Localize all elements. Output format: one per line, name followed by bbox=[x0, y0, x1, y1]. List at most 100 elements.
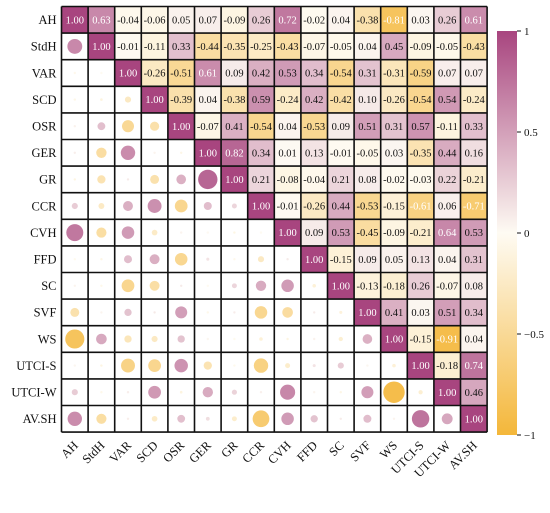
circle-UTCI-S-VAR bbox=[121, 358, 135, 373]
circle-UTCI-W-VAR bbox=[126, 391, 130, 394]
cell-CCR-CVH bbox=[274, 192, 301, 220]
cell-value-StdH-UTCI-W: -0.05 bbox=[436, 42, 458, 53]
circle-UTCI-S-AH bbox=[73, 364, 77, 367]
cell-value-CCR-UTCI-W: 0.06 bbox=[438, 202, 456, 213]
col-label-StdH: StdH bbox=[79, 438, 107, 466]
cell-WS-AV.SH bbox=[460, 325, 488, 353]
matrix-cells: 1.00 0.63 -0.04 -0.06 0.05 0.07 -0.09 0.26 0.72-… bbox=[60, 5, 488, 433]
circle-UTCI-W-UTCI-S bbox=[418, 390, 423, 395]
circle-CCR-VAR bbox=[123, 201, 133, 211]
circle-UTCI-W-SCD bbox=[148, 385, 161, 399]
cell-SCD-UTCI-S bbox=[407, 86, 434, 113]
cell-AH-StdH bbox=[88, 6, 115, 34]
circle-CVH-GER bbox=[206, 231, 209, 234]
cell-value-SCD-AV.SH: -0.24 bbox=[463, 95, 486, 106]
circle-FFD-GR bbox=[233, 258, 236, 261]
cell-value-CCR-FFD: -0.26 bbox=[303, 202, 325, 213]
cell-OSR-UTCI-S bbox=[407, 112, 434, 140]
cell-GR-SC bbox=[327, 166, 355, 193]
colorbar-tick-label: 1 bbox=[524, 26, 530, 38]
cell-value-AH-UTCI-W: 0.26 bbox=[438, 15, 456, 26]
circle-WS-SC bbox=[338, 336, 343, 342]
circle-SVF-CCR bbox=[254, 306, 268, 319]
cell-SCD-SC bbox=[327, 86, 355, 113]
cell-value-UTCI-W-AV.SH: 0.46 bbox=[465, 388, 483, 399]
cell-value-CCR-AV.SH: -0.71 bbox=[463, 202, 485, 213]
cell-value-SCD-CCR: 0.59 bbox=[252, 95, 270, 106]
cell-GER-SC bbox=[327, 139, 355, 167]
circle-SVF-AH bbox=[70, 307, 80, 317]
cell-UTCI-W-UTCI-W bbox=[433, 378, 461, 406]
cell-FFD-SVF bbox=[354, 245, 381, 273]
cell-value-VAR-SCD: -0.26 bbox=[144, 69, 166, 80]
cell-value-SCD-FFD: 0.42 bbox=[305, 95, 323, 106]
cell-SCD-WS bbox=[380, 86, 408, 113]
circle-SVF-FFD bbox=[313, 311, 316, 314]
cell-VAR-WS bbox=[380, 59, 408, 87]
cell-value-SVF-SVF: 1.00 bbox=[358, 308, 376, 319]
cell-value-AH-GER: 0.07 bbox=[199, 15, 217, 26]
cell-GR-SVF bbox=[354, 166, 381, 193]
circle-UTCI-S-StdH bbox=[100, 364, 103, 367]
cell-StdH-AV.SH bbox=[460, 33, 488, 60]
cell-value-GR-UTCI-W: 0.22 bbox=[438, 175, 456, 186]
cell-value-FFD-FFD: 1.00 bbox=[305, 255, 323, 266]
cell-value-VAR-CCR: 0.42 bbox=[252, 69, 270, 80]
circle-UTCI-S-SCD bbox=[148, 359, 161, 372]
circle-AV.SH-SC bbox=[339, 417, 342, 420]
cell-AH-UTCI-W bbox=[433, 6, 461, 34]
circle-SC-CCR bbox=[255, 280, 267, 291]
cell-CVH-WS bbox=[380, 219, 408, 246]
cell-value-CCR-SC: 0.44 bbox=[332, 202, 351, 213]
cell-value-SVF-AV.SH: 0.34 bbox=[465, 308, 484, 319]
cell-UTCI-S-UTCI-W bbox=[433, 352, 461, 379]
cell-value-CCR-UTCI-S: -0.61 bbox=[410, 202, 432, 213]
cell-value-VAR-UTCI-S: -0.59 bbox=[410, 69, 432, 80]
cell-value-UTCI-S-AV.SH: 0.74 bbox=[465, 361, 484, 372]
cell-GER-WS bbox=[380, 139, 408, 167]
cell-value-VAR-VAR: 1.00 bbox=[119, 69, 137, 80]
cell-GR-UTCI-S bbox=[407, 166, 434, 193]
cell-SC-SC bbox=[327, 272, 355, 300]
circle-WS-CVH bbox=[286, 337, 289, 341]
cell-value-SCD-SCD: 1.00 bbox=[145, 95, 163, 106]
cell-UTCI-S-AV.SH bbox=[460, 352, 488, 379]
cell-value-SCD-CVH: -0.24 bbox=[277, 95, 300, 106]
col-label-OSR: OSR bbox=[160, 438, 188, 466]
cell-CCR-SC bbox=[327, 192, 355, 220]
cell-value-WS-AV.SH: 0.04 bbox=[465, 335, 484, 346]
cell-SVF-WS bbox=[380, 299, 408, 326]
cell-value-GR-GR: 1.00 bbox=[225, 175, 243, 186]
circle-SVF-GR bbox=[233, 311, 236, 314]
circle-CVH-SCD bbox=[151, 229, 158, 236]
circle-GR-GER bbox=[198, 169, 218, 190]
circle-WS-CCR bbox=[259, 337, 263, 341]
cell-value-CCR-CCR: 1.00 bbox=[252, 202, 270, 213]
cell-VAR-SVF bbox=[354, 59, 381, 87]
circle-AV.SH-AH bbox=[67, 411, 82, 426]
cell-value-SCD-OSR: -0.39 bbox=[170, 95, 192, 106]
circle-GER-OSR bbox=[180, 151, 183, 154]
cell-GER-GER bbox=[194, 139, 222, 167]
circle-UTCI-W-SVF bbox=[361, 386, 374, 399]
row-label-SVF: SVF bbox=[34, 306, 57, 320]
cell-value-AH-CCR: 0.26 bbox=[252, 15, 270, 26]
cell-CCR-AV.SH bbox=[460, 192, 488, 220]
cell-AH-UTCI-S bbox=[407, 6, 434, 34]
circle-GR-OSR bbox=[176, 174, 187, 185]
cell-value-StdH-StdH: 1.00 bbox=[92, 42, 110, 53]
row-label-FFD: FFD bbox=[34, 253, 57, 267]
cell-CCR-UTCI-W bbox=[433, 192, 461, 220]
circle-FFD-GER bbox=[206, 257, 210, 261]
cell-value-OSR-OSR: 1.00 bbox=[172, 122, 190, 133]
cell-value-GER-WS: 0.03 bbox=[385, 148, 403, 159]
cell-OSR-OSR bbox=[167, 112, 195, 140]
cell-VAR-CCR bbox=[247, 59, 275, 87]
cell-value-CVH-WS: -0.09 bbox=[383, 228, 405, 239]
col-label-GER: GER bbox=[186, 438, 214, 466]
cell-value-VAR-GER: 0.61 bbox=[199, 69, 217, 80]
cell-value-UTCI-S-UTCI-S: 1.00 bbox=[411, 361, 429, 372]
row-label-OSR: OSR bbox=[32, 120, 57, 134]
cell-value-FFD-AV.SH: 0.31 bbox=[465, 255, 483, 266]
